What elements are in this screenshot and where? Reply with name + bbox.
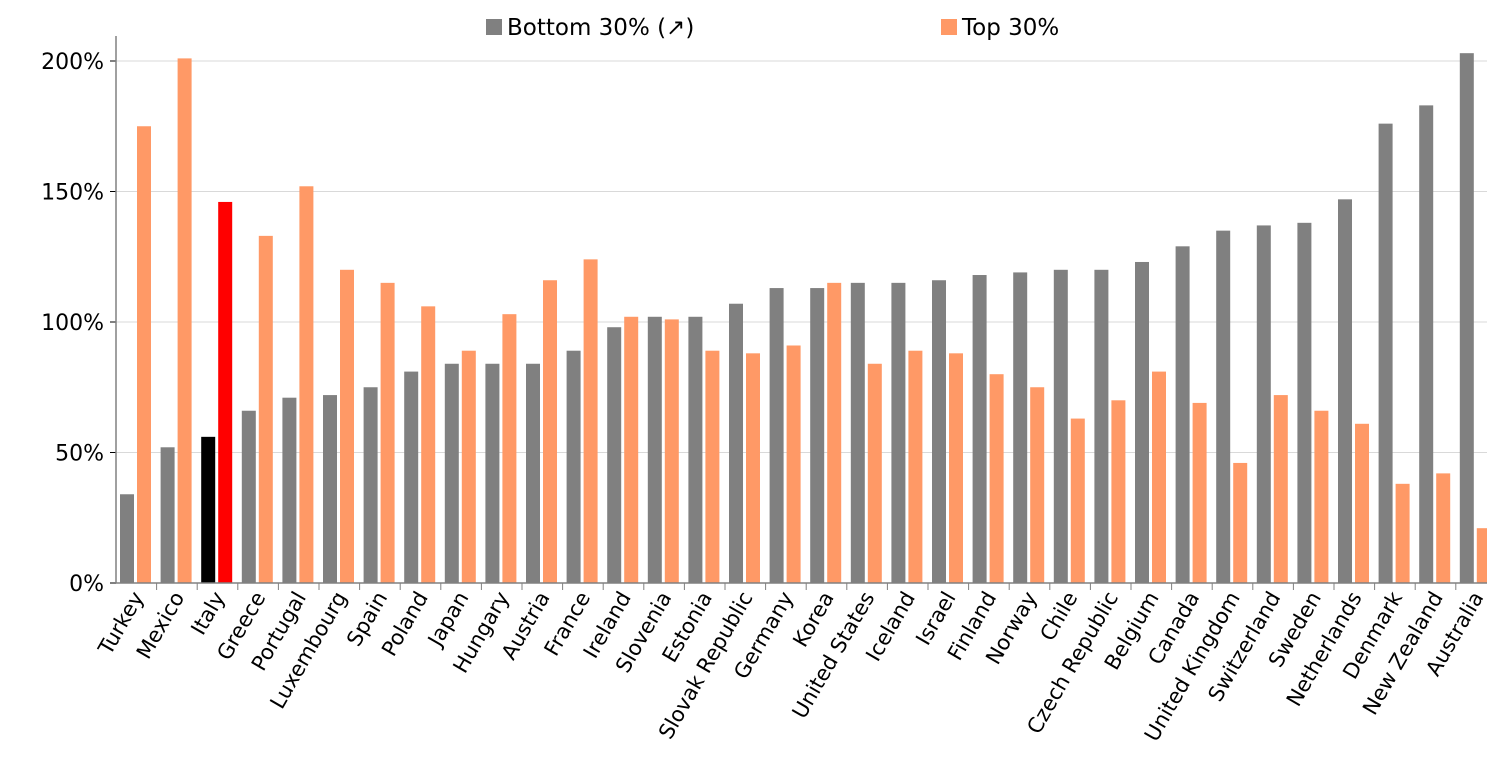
bar-bottom30: [1135, 261, 1149, 583]
bar-top30: [1273, 395, 1288, 583]
bar-bottom30: [1013, 272, 1028, 583]
gridlines: [116, 60, 1487, 453]
bar-bottom30: [485, 363, 500, 583]
bar-top30: [137, 126, 151, 583]
legend-label: Bottom 30% (↗): [507, 15, 694, 41]
bar-top30: [624, 316, 639, 583]
bar-bottom30: [932, 280, 946, 583]
bar-top30: [177, 58, 192, 583]
bar-bottom30: [810, 288, 825, 583]
bar-top30: [1395, 483, 1410, 583]
bar-bottom30: [201, 436, 216, 583]
y-tick-label: 150%: [41, 181, 104, 206]
bar-bottom30: [1053, 269, 1068, 583]
bar-bottom30: [891, 282, 906, 583]
bar-bottom30: [444, 363, 459, 583]
bar-bottom30: [729, 303, 743, 583]
bar-top30: [1152, 371, 1166, 583]
bar-bottom30: [282, 397, 297, 583]
bar-bottom30: [160, 447, 175, 583]
bar-top30: [1070, 418, 1085, 583]
legend-swatch: [486, 19, 502, 35]
bar-top30: [299, 186, 314, 583]
bar-bottom30: [404, 371, 419, 583]
bar-bottom30: [1297, 222, 1312, 583]
bars: [120, 53, 1487, 584]
bar-top30: [827, 282, 842, 583]
y-tick-label: 50%: [55, 442, 104, 467]
bar-top30: [705, 350, 720, 583]
bar-top30: [746, 353, 760, 583]
bar-top30: [908, 350, 923, 583]
bar-bottom30: [363, 387, 378, 583]
bar-top30: [1314, 410, 1329, 583]
bar-bottom30: [1216, 230, 1231, 583]
bar-bottom30: [1419, 105, 1434, 584]
bar-bottom30: [323, 395, 337, 583]
bar-bottom30: [647, 316, 662, 583]
bar-top30: [664, 319, 679, 583]
bar-bottom30: [688, 316, 703, 583]
bar-top30: [340, 269, 354, 583]
bar-bottom30: [607, 327, 622, 583]
bar-bottom30: [120, 494, 134, 583]
bar-top30: [949, 353, 963, 583]
bar-top30: [989, 374, 1004, 583]
y-tick-label: 100%: [41, 311, 104, 336]
bar-bottom30: [1175, 246, 1190, 583]
y-tick-label: 200%: [41, 50, 104, 75]
bar-bottom30: [769, 288, 784, 583]
bar-top30: [867, 363, 882, 583]
bar-bottom30: [1256, 225, 1271, 583]
bar-top30: [786, 345, 801, 583]
bar-bottom30: [526, 363, 540, 583]
bar-top30: [461, 350, 476, 583]
bar-bottom30: [566, 350, 581, 583]
legend: Bottom 30% (↗) Top 30%: [486, 15, 1059, 41]
legend-label: Top 30%: [961, 15, 1059, 41]
bar-bottom30: [972, 275, 987, 583]
bar-bottom30: [1094, 269, 1109, 583]
bar-top30: [218, 201, 233, 583]
bar-top30: [502, 314, 517, 583]
bar-bottom30: [1459, 53, 1474, 584]
bar-top30: [1436, 473, 1451, 583]
bar-top30: [1192, 402, 1207, 583]
bar-bottom30: [241, 410, 256, 583]
bar-top30: [543, 280, 557, 583]
legend-swatch: [941, 19, 957, 35]
bar-bottom30: [850, 282, 865, 583]
bar-top30: [380, 282, 395, 583]
bar-bottom30: [1378, 123, 1393, 583]
bar-top30: [1233, 462, 1248, 583]
bar-top30: [1111, 400, 1126, 583]
bar-top30: [1355, 423, 1369, 583]
bar-top30: [1030, 387, 1045, 583]
bar-top30: [1476, 528, 1487, 583]
bar-top30: [583, 259, 598, 583]
bar-top30: [421, 306, 436, 583]
bar-top30: [258, 235, 273, 583]
y-tick-label: 0%: [69, 572, 104, 597]
bar-bottom30: [1338, 199, 1352, 583]
